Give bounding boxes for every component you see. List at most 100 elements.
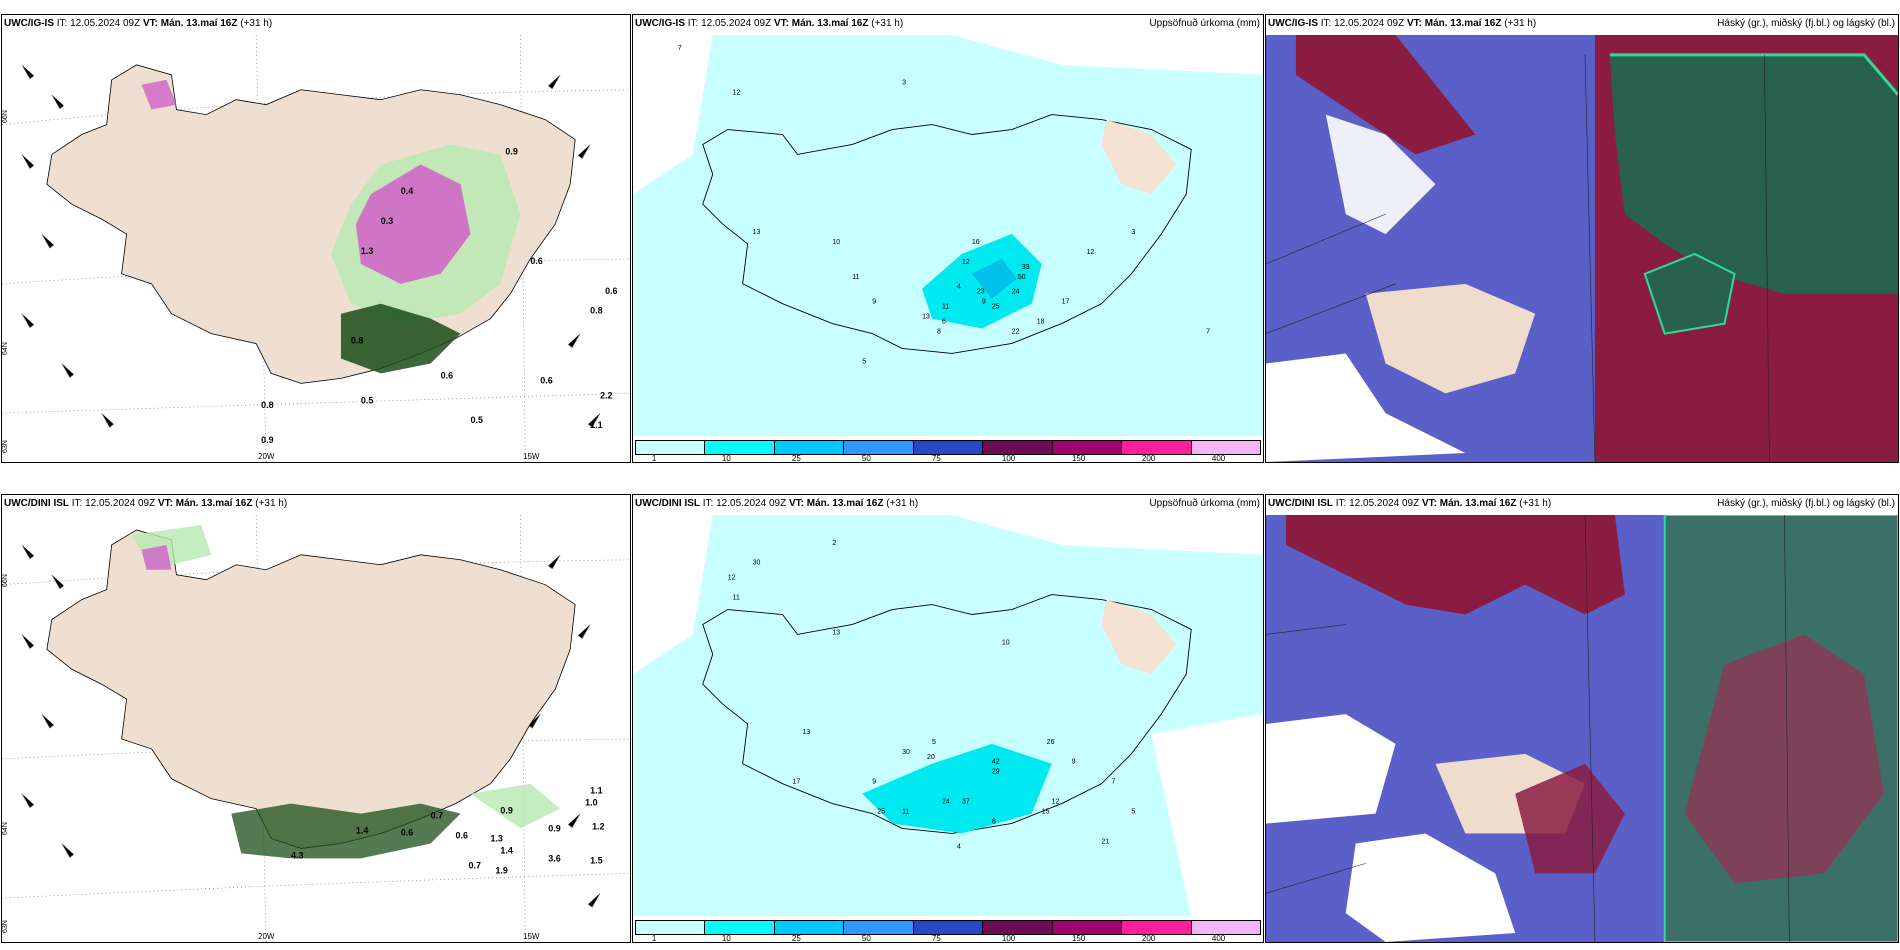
- svg-text:25: 25: [992, 304, 1000, 311]
- svg-text:4: 4: [957, 284, 961, 291]
- lon-label-20w: 20W: [258, 932, 275, 941]
- panel-title: Háský (gr.), miðský (fj.bl.) og lágský (…: [1717, 18, 1895, 29]
- it-label: IT:: [71, 498, 83, 509]
- panel-header: UWC/DINI ISL IT: 12.05.2024 09Z VT: Mán.…: [635, 498, 918, 509]
- lat-label-63n: 63N: [2, 920, 9, 933]
- svg-text:37: 37: [962, 799, 970, 806]
- svg-text:26: 26: [1047, 739, 1055, 746]
- panel-dini-clouds: UWC/DINI ISL IT: 12.05.2024 09Z VT: Mán.…: [1265, 494, 1899, 943]
- precip-colorbar: 1 10 25 50 75 100 150 200 400: [633, 918, 1263, 942]
- svg-text:1.0: 1.0: [585, 798, 597, 808]
- svg-text:12: 12: [728, 575, 736, 582]
- panel-title: Uppsöfnuð úrkoma (mm): [1149, 18, 1260, 29]
- svg-text:1.3: 1.3: [361, 246, 373, 256]
- svg-text:7: 7: [1111, 779, 1115, 786]
- svg-text:0.6: 0.6: [441, 370, 453, 380]
- svg-text:1.1: 1.1: [590, 420, 602, 430]
- svg-text:9: 9: [872, 299, 876, 306]
- svg-text:4: 4: [957, 843, 961, 850]
- svg-text:2: 2: [832, 540, 836, 547]
- svg-text:24: 24: [1012, 289, 1020, 296]
- svg-text:11: 11: [902, 809, 909, 816]
- svg-text:10: 10: [1002, 639, 1010, 646]
- it-value: 12.05.2024 09Z: [701, 18, 772, 29]
- panel-header: UWC/IG-IS IT: 12.05.2024 09Z VT: Mán. 13…: [635, 18, 903, 29]
- svg-text:18: 18: [1037, 319, 1045, 326]
- colorbar-label: 100: [1001, 934, 1016, 943]
- svg-text:5: 5: [1131, 809, 1135, 816]
- vt-value: Mán. 13.maí 16Z: [160, 18, 238, 29]
- precip-colorbar: 1 10 25 50 75 100 150 200 400: [633, 438, 1263, 462]
- model-name: UWC/IG-IS: [1268, 18, 1318, 29]
- svg-text:12: 12: [1087, 249, 1095, 256]
- colorbar-label: 200: [1141, 934, 1156, 943]
- colorbar-swatch: [1052, 441, 1123, 454]
- vt-label: VT:: [1406, 18, 1422, 29]
- vt-value: Mán. 13.maí 16Z: [791, 18, 869, 29]
- svg-text:1.5: 1.5: [590, 855, 602, 865]
- colorbar-swatch: [983, 441, 1053, 454]
- svg-text:13: 13: [753, 229, 761, 236]
- model-name: UWC/IG-IS: [4, 18, 54, 29]
- svg-text:0.6: 0.6: [401, 828, 413, 838]
- svg-text:13: 13: [922, 314, 930, 321]
- iceland-outline: [702, 114, 1192, 354]
- svg-text:1.4: 1.4: [500, 845, 512, 855]
- lead-time: (+31 h): [871, 18, 904, 29]
- svg-text:5: 5: [932, 739, 936, 746]
- precip-dark-green: [340, 303, 461, 374]
- svg-text:12: 12: [962, 259, 970, 266]
- svg-text:23: 23: [977, 289, 985, 296]
- lead-time: (+31 h): [886, 498, 919, 509]
- svg-text:0.6: 0.6: [540, 375, 552, 385]
- colorbar-swatch: [844, 921, 914, 934]
- iceland-map: 0.9 0.6 0.5 0.6 0.4 1.3 0.3 0.8 0.6 0.8 …: [2, 35, 630, 462]
- panel-title: Háský (gr.), miðský (fj.bl.) og lágský (…: [1717, 498, 1895, 509]
- colorbar-label: 100: [1001, 454, 1016, 463]
- svg-text:24: 24: [942, 799, 950, 806]
- svg-text:1.4: 1.4: [356, 826, 368, 836]
- panel-ig-clouds: UWC/IG-IS IT: 12.05.2024 09Z VT: Mán. 13…: [1265, 14, 1899, 463]
- lat-label-66n: 66N: [2, 574, 9, 587]
- svg-text:6: 6: [942, 319, 946, 326]
- colorbar-label: 10: [721, 934, 731, 943]
- svg-text:20: 20: [927, 754, 935, 761]
- lat-label-64n: 64N: [2, 822, 9, 835]
- svg-text:8: 8: [992, 818, 996, 825]
- svg-text:42: 42: [992, 759, 1000, 766]
- svg-text:29: 29: [992, 769, 1000, 776]
- colorbar-swatch: [774, 441, 845, 454]
- svg-text:11: 11: [852, 274, 859, 281]
- svg-text:1.1: 1.1: [590, 786, 602, 796]
- it-label: IT:: [687, 18, 699, 29]
- model-name: UWC/DINI ISL: [635, 498, 700, 509]
- iceland-land: [46, 529, 576, 849]
- map-clouds: [1266, 35, 1898, 462]
- svg-text:0.8: 0.8: [261, 400, 273, 410]
- it-label: IT:: [1335, 498, 1347, 509]
- panel-dini-precip: UWC/DINI ISL IT: 12.05.2024 09Z VT: Mán.…: [632, 494, 1264, 943]
- panel-header: UWC/IG-IS IT: 12.05.2024 09Z VT: Mán. 13…: [4, 18, 272, 29]
- svg-text:1.9: 1.9: [495, 865, 507, 875]
- svg-text:2.2: 2.2: [600, 390, 612, 400]
- colorbar-label: 1: [651, 454, 657, 463]
- colorbar-swatch: [983, 921, 1053, 934]
- svg-text:1.2: 1.2: [592, 822, 604, 832]
- colorbar-label: 150: [1071, 934, 1086, 943]
- panel-title: Uppsöfnuð úrkoma (mm): [1149, 498, 1260, 509]
- colorbar-label: 150: [1071, 454, 1086, 463]
- svg-text:0.5: 0.5: [361, 395, 373, 405]
- svg-text:0.4: 0.4: [401, 186, 413, 196]
- svg-text:0.9: 0.9: [548, 824, 560, 834]
- svg-text:0.6: 0.6: [530, 256, 542, 266]
- vt-label: VT:: [788, 498, 804, 509]
- colorbar-label: 75: [931, 934, 941, 943]
- svg-text:9: 9: [872, 779, 876, 786]
- map-clouds: [1266, 515, 1898, 942]
- vt-label: VT:: [773, 18, 789, 29]
- svg-text:7: 7: [678, 45, 682, 52]
- westfjords-purple: [141, 79, 177, 110]
- svg-text:21: 21: [1102, 838, 1110, 845]
- svg-text:1.3: 1.3: [490, 833, 502, 843]
- colorbar-label: 75: [931, 454, 941, 463]
